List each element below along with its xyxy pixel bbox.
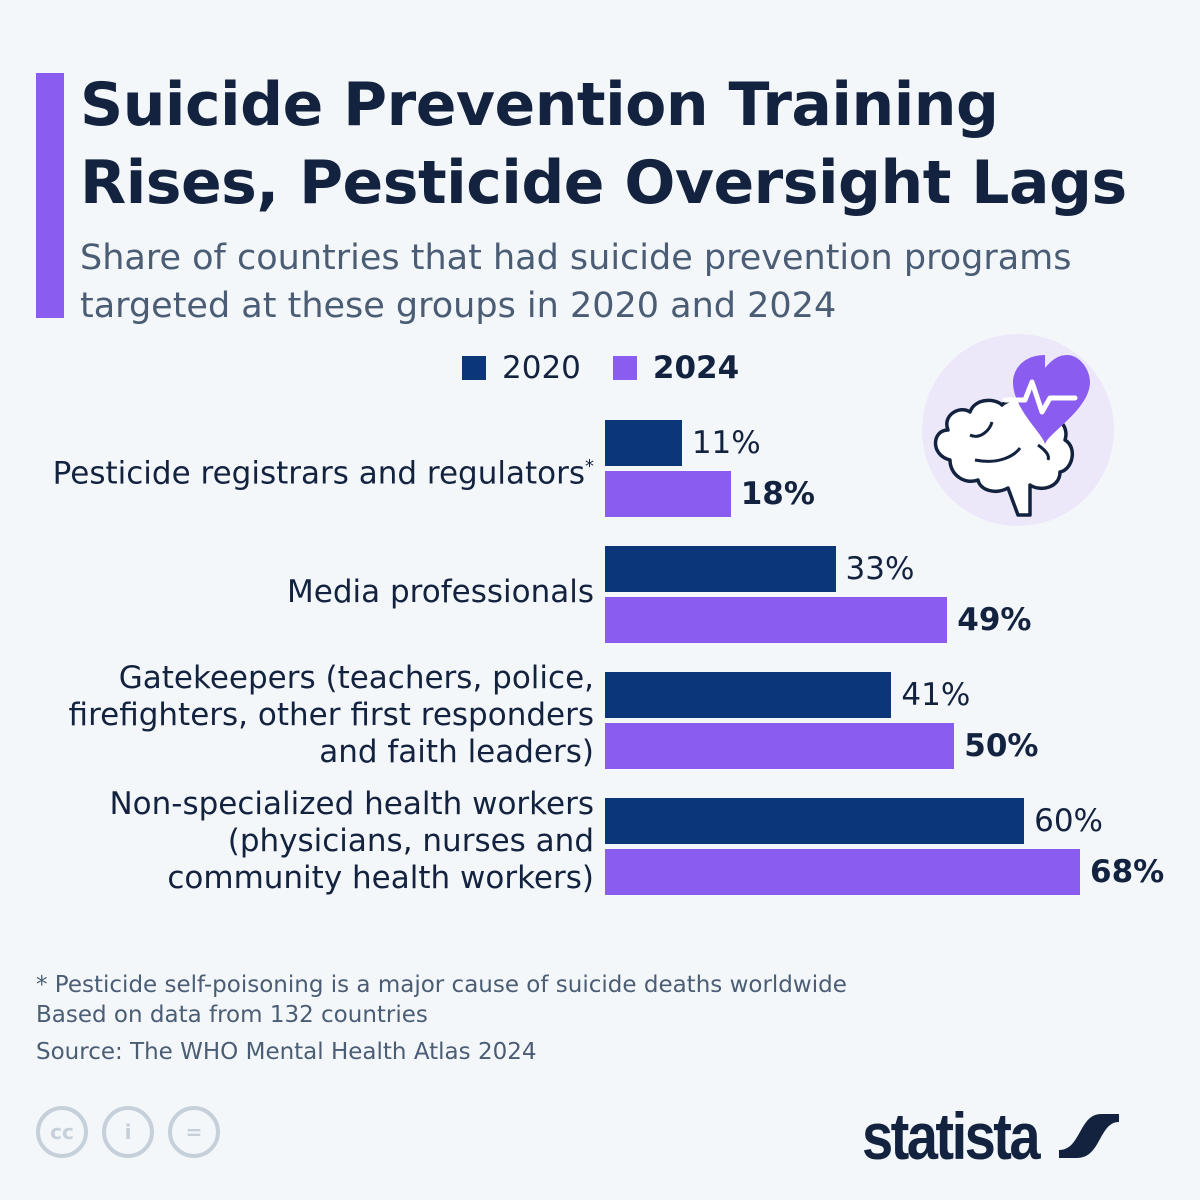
bar-2024: [605, 723, 955, 769]
title-accent-bar: [36, 73, 64, 318]
bar-2020: [605, 672, 892, 718]
statista-logo[interactable]: statista: [862, 1098, 1120, 1174]
footnote: Based on data from 132 countries: [36, 1002, 428, 1028]
legend: 2020 2024: [462, 350, 771, 386]
chart-title: Suicide Prevention Training Rises, Pestic…: [80, 70, 1127, 218]
category-label: Gatekeepers (teachers, police, firefight…: [68, 659, 594, 770]
legend-swatch: [612, 356, 637, 380]
footnote: * Pesticide self-poisoning is a major ca…: [36, 972, 847, 998]
attribution-icon[interactable]: i: [102, 1106, 154, 1158]
category-label: Non-specialized health workers (physicia…: [109, 785, 594, 896]
legend-item-2024: 2024: [612, 350, 740, 386]
data-label: 18%: [740, 476, 815, 512]
footnote-marker: *: [585, 455, 594, 477]
brain-heart-icon: [920, 330, 1120, 530]
category-label: Media professionals: [287, 573, 594, 610]
bar-2024: [605, 597, 948, 643]
data-label: 50%: [964, 728, 1039, 764]
legend-label: 2024: [652, 350, 740, 386]
license-icons: cc i =: [36, 1106, 220, 1158]
bar-2024: [605, 471, 731, 517]
bar-2020: [605, 420, 682, 466]
bar-2024: [605, 849, 1080, 895]
source: Source: The WHO Mental Health Atlas 2024: [36, 1039, 537, 1065]
legend-label: 2020: [502, 350, 581, 386]
data-label: 68%: [1090, 854, 1165, 890]
bar-2020: [605, 546, 836, 592]
no-derivatives-icon[interactable]: =: [168, 1106, 220, 1158]
footnotes: * Pesticide self-poisoning is a major ca…: [36, 970, 847, 1030]
statista-logo-icon: [1059, 1106, 1120, 1166]
data-label: 33%: [845, 551, 915, 587]
data-label: 49%: [957, 602, 1032, 638]
chart-subtitle: Share of countries that had suicide prev…: [80, 238, 1072, 326]
category-label: Pesticide registrars and regulators*: [52, 454, 594, 491]
data-label: 41%: [901, 677, 971, 713]
data-label: 60%: [1034, 803, 1104, 839]
bar-2020: [605, 798, 1025, 844]
legend-swatch: [462, 356, 486, 380]
legend-item-2020: 2020: [462, 350, 581, 386]
cc-icon[interactable]: cc: [36, 1106, 88, 1158]
data-label: 11%: [691, 425, 761, 461]
brand-wordmark: statista: [862, 1099, 1041, 1173]
